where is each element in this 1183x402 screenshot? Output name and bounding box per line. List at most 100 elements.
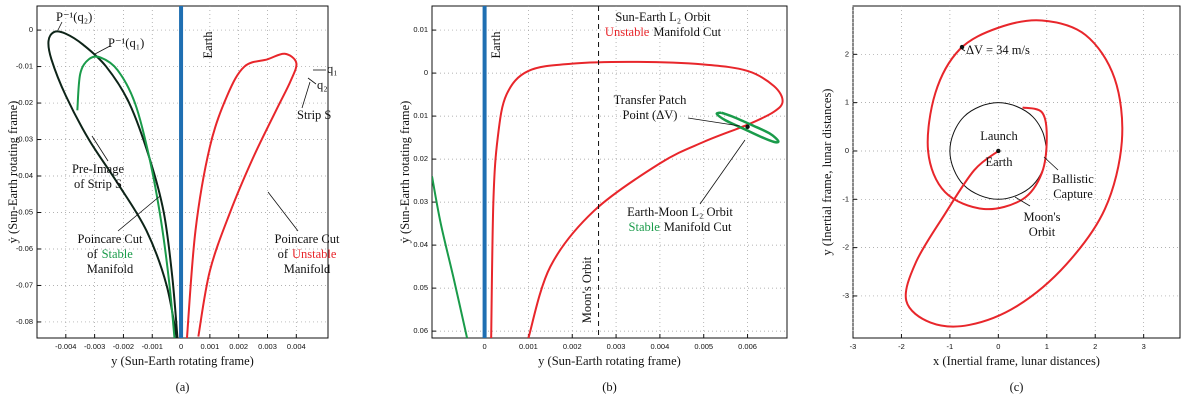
x-tick-label: 0 [996, 342, 1000, 351]
annotation: q₁ [327, 62, 338, 76]
x-tick-label: 0.004 [651, 342, 670, 351]
series-label: Earth [201, 31, 215, 59]
x-tick-label: 0.004 [287, 342, 306, 351]
annotation-text: of Strip S [74, 177, 122, 191]
y-tick-label: -0.08 [16, 317, 33, 326]
annotation-text: Poincare Cut [78, 232, 143, 246]
annotation-text: Manifold Cut [664, 220, 732, 234]
annotation: P⁻¹(q₂) [56, 10, 92, 24]
caption: (c) [1010, 380, 1024, 394]
x-tick-label: -0.003 [84, 342, 105, 351]
y-tick-label: 0 [424, 68, 428, 77]
leader-line [117, 195, 161, 232]
annotation-text: Stable [102, 247, 134, 261]
curve [432, 176, 469, 338]
annotation-text: Strip S [297, 108, 331, 122]
leader-line [699, 139, 746, 205]
leader-line [94, 45, 111, 55]
y-tick-label: -0.07 [16, 280, 33, 289]
leader-line [267, 191, 299, 232]
x-tick-label: 0.003 [607, 342, 626, 351]
annotation: of Unstable [278, 247, 337, 261]
leader-line [301, 81, 311, 109]
point [996, 148, 1001, 154]
x-tick-label: 0 [179, 342, 183, 351]
leader-line [1014, 196, 1031, 207]
annotation: Strip S [297, 108, 331, 122]
curve [76, 55, 176, 338]
annotation: Orbit [1029, 225, 1056, 239]
x-tick-label: -0.002 [113, 342, 134, 351]
annotation: P⁻¹(q₁) [108, 36, 144, 50]
annotation: Manifold [284, 262, 331, 276]
x-tick-label: -3 [850, 342, 857, 351]
curve [185, 52, 298, 338]
annotation-text: Ballistic [1052, 172, 1094, 186]
y-tick-label: -0.03 [16, 135, 33, 144]
annotation: Stable Manifold Cut [629, 220, 732, 234]
y-tick-label: -0.06 [16, 244, 33, 253]
series-group [432, 6, 784, 338]
annotation: Transfer Patch [614, 93, 688, 107]
x-tick-label: 0.005 [694, 342, 713, 351]
x-tick-label: 0.001 [519, 342, 538, 351]
annotation-text: Earth-Moon L₂ Orbit [627, 205, 733, 219]
y-tick-label: 0.01 [413, 25, 428, 34]
leader-line [687, 117, 741, 127]
series-label: Moon's Orbit [580, 256, 594, 323]
x-tick-label: -1 [947, 342, 954, 351]
panel: -3 -2 -1 0 1 2 3 -3 -2 -1 0 1 2 ΔV = 34 m/s Launch Eart… [820, 5, 1181, 394]
y-axis-label: ẏ (Sun-Earth rotating frame) [6, 101, 20, 244]
x-tick-label: 0.006 [738, 342, 757, 351]
annotation: Ballistic [1052, 172, 1094, 186]
y-tick-label: -0.04 [16, 171, 33, 180]
y-tick-label: 1 [845, 98, 849, 107]
point [959, 44, 965, 50]
annotation: Pre-Image [72, 162, 125, 176]
x-tick-label: -2 [898, 342, 905, 351]
annotation-text: Manifold Cut [653, 25, 721, 39]
x-tick-label: 1 [1045, 342, 1049, 351]
annotation-text: P⁻¹(q₂) [56, 10, 92, 24]
y-tick-label: 0.04 [413, 240, 428, 249]
x-tick-label: 0.002 [563, 342, 582, 351]
annotation: Poincare Cut [275, 232, 340, 246]
annotation-text: Point (ΔV) [623, 108, 678, 122]
annotation-text: Capture [1053, 187, 1093, 201]
annotation-text: Moon's [1024, 210, 1061, 224]
annotation-text: Manifold [284, 262, 331, 276]
x-axis-label: y (Sun-Earth rotating frame) [538, 354, 681, 368]
curve [490, 60, 784, 338]
annotation-text: Orbit [1029, 225, 1056, 239]
y-tick-label: 0.06 [413, 326, 428, 335]
annotation-text: P⁻¹(q₁) [108, 36, 144, 50]
series-group [47, 6, 298, 338]
caption: (b) [602, 380, 617, 394]
annotation-text: Sun-Earth L₂ Orbit [615, 10, 711, 24]
y-tick-label: 0.03 [413, 197, 428, 206]
curve [904, 19, 1124, 328]
y-tick-label: 0.02 [413, 154, 428, 163]
annotation: Capture [1053, 187, 1093, 201]
annotation-text: Poincare Cut [275, 232, 340, 246]
annotation: Earth [985, 155, 1013, 169]
series-label: Earth [489, 31, 503, 59]
series-group [904, 19, 1124, 328]
annotation: of Strip S [74, 177, 122, 191]
y-tick-label: -0.02 [16, 98, 33, 107]
panel: -0.004 -0.003 -0.002 -0.001 0 0.001 0.002 0.003… [6, 5, 340, 394]
annotation: q₂ [317, 78, 328, 92]
y-tick-label: -2 [842, 243, 849, 252]
x-tick-label: 0.003 [258, 342, 277, 351]
annotation-text: ΔV = 34 m/s [966, 43, 1030, 57]
annotation: of Stable [87, 247, 133, 261]
annotation: Unstable Manifold Cut [605, 25, 722, 39]
annotation-text: Pre-Image [72, 162, 125, 176]
annotation-text: of [278, 247, 289, 261]
panel: 0 0.001 0.002 0.003 0.004 0.005 0.006 0.01 0 0.01… [398, 5, 788, 394]
leader-line [1043, 156, 1059, 171]
x-tick-label: 3 [1142, 342, 1146, 351]
annotation: Moon's [1024, 210, 1061, 224]
y-axis-label: y (Inertial frame, lunar distances) [820, 89, 834, 256]
x-axis-label: y (Sun-Earth rotating frame) [111, 354, 254, 368]
